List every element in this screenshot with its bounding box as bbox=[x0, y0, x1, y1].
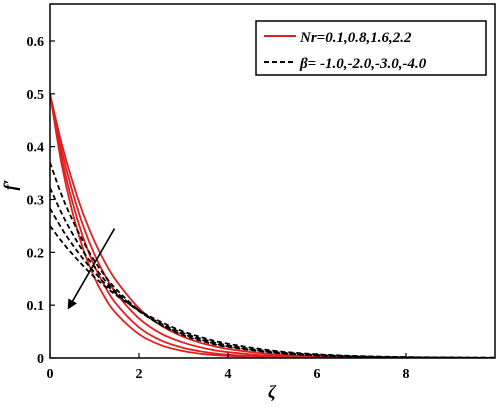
x-axis-label: ζ bbox=[268, 382, 277, 402]
y-axis-label: f′ bbox=[0, 179, 20, 190]
y-tick-label: 0.3 bbox=[27, 193, 45, 208]
nr-curve-3 bbox=[50, 93, 495, 358]
plot-frame bbox=[49, 3, 496, 359]
nr-curve-2 bbox=[50, 93, 495, 358]
y-tick-label: 0.2 bbox=[27, 246, 45, 261]
x-tick-label: 8 bbox=[403, 367, 410, 382]
y-tick-label: 0.6 bbox=[27, 35, 45, 50]
beta-curve-4 bbox=[50, 162, 495, 358]
y-tick-label: 0 bbox=[37, 352, 44, 367]
legend-box bbox=[255, 20, 487, 76]
nr-curve-0 bbox=[50, 93, 495, 358]
beta-curve-5 bbox=[50, 187, 495, 358]
y-tick-label: 0.1 bbox=[27, 299, 45, 314]
x-tick-label: 6 bbox=[314, 367, 321, 382]
beta-curve-6 bbox=[50, 208, 495, 358]
legend-label-beta: β= -1.0,-2.0,-3.0,-4.0 bbox=[299, 56, 427, 72]
beta-curve-7 bbox=[50, 225, 495, 358]
x-tick-label: 4 bbox=[225, 367, 232, 382]
legend-label-nr: Nr=0.1,0.8,1.6,2.2 bbox=[299, 30, 412, 46]
trend-arrow bbox=[67, 228, 116, 310]
y-tick-label: 0.4 bbox=[27, 141, 45, 156]
x-tick-label: 2 bbox=[136, 367, 143, 382]
legend: Nr=0.1,0.8,1.6,2.2 β= -1.0,-2.0,-3.0,-4.… bbox=[255, 20, 487, 76]
y-tick-label: 0.5 bbox=[27, 88, 45, 103]
x-tick-label: 0 bbox=[47, 367, 54, 382]
nr-curve-1 bbox=[50, 93, 495, 358]
